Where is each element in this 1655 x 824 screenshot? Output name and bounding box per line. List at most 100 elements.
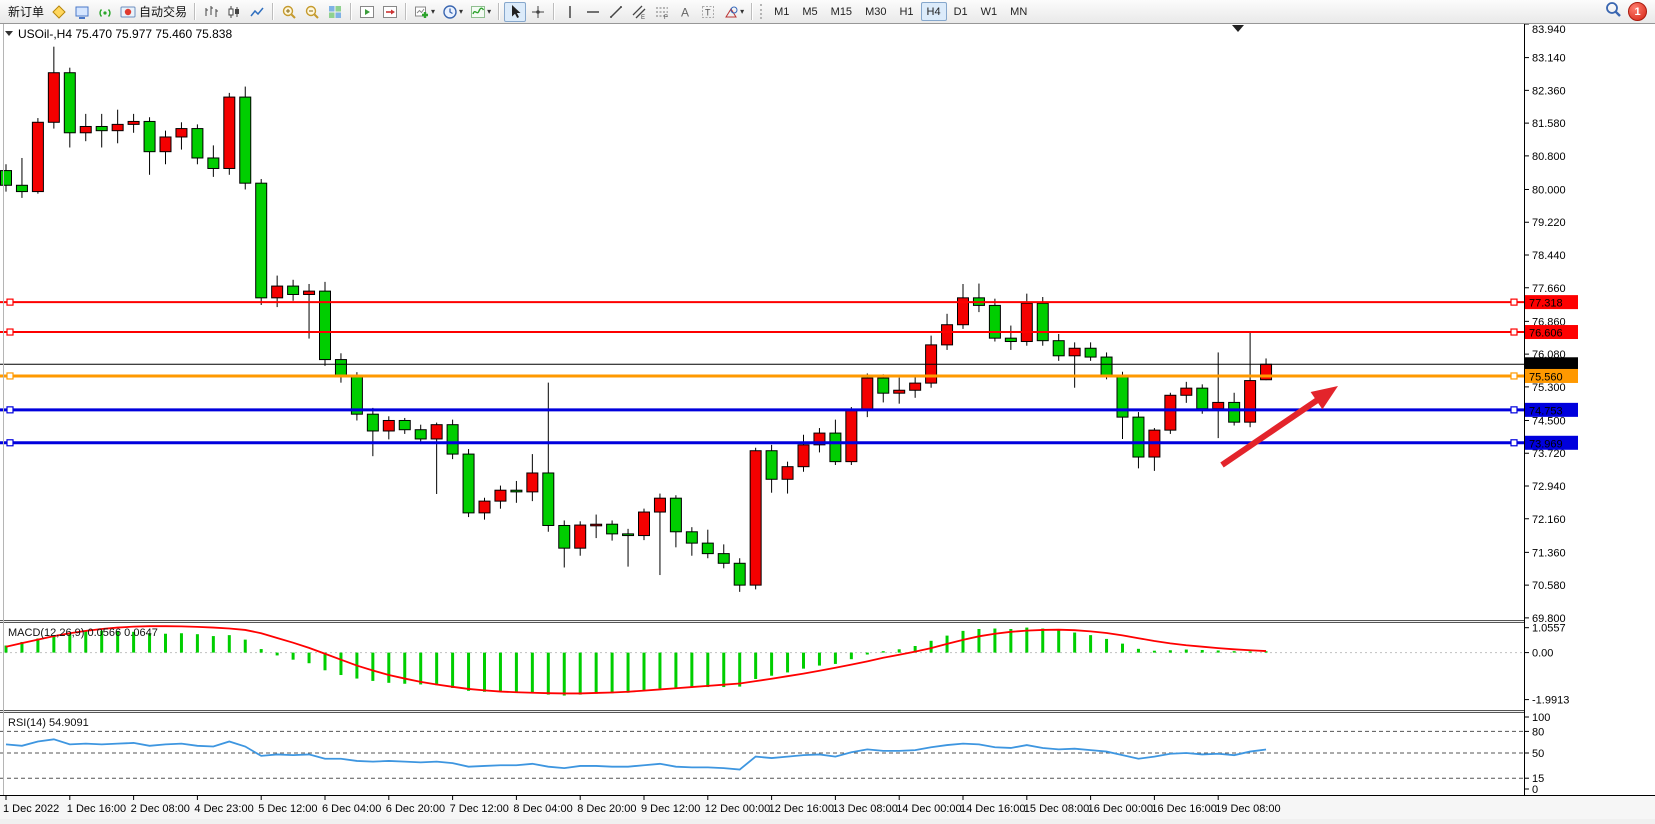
chart-canvas[interactable]: 83.940 83.140 82.360 81.580 80.800 80.000 79.2… xyxy=(0,23,1655,819)
candle-bullish xyxy=(382,419,395,432)
candle-bullish xyxy=(271,285,284,299)
candle-bearish xyxy=(1196,387,1209,410)
chart-area[interactable]: 83.940 83.140 82.360 81.580 80.800 80.000 79.2… xyxy=(0,23,1655,819)
market-watch-button[interactable] xyxy=(71,2,93,22)
svg-text:6 Dec 20:00: 6 Dec 20:00 xyxy=(386,803,445,815)
svg-text:16 Dec 00:00: 16 Dec 00:00 xyxy=(1088,803,1153,815)
line-anchor[interactable] xyxy=(1510,372,1518,380)
panel-splitter[interactable] xyxy=(0,710,1655,713)
timeframe-MN[interactable]: MN xyxy=(1004,2,1033,21)
notifications-badge[interactable]: 1 xyxy=(1628,2,1647,21)
candle-bullish xyxy=(303,290,316,295)
trend-arrow-head[interactable] xyxy=(1310,386,1338,410)
signals-button[interactable] xyxy=(94,2,116,22)
horizontal-line-button[interactable] xyxy=(582,2,604,22)
chart-collapse-icon[interactable] xyxy=(5,31,13,36)
new-chart-button[interactable]: ▾ xyxy=(411,2,438,22)
candle-bearish xyxy=(1228,401,1241,423)
indicators-button[interactable]: ▾ xyxy=(467,2,494,22)
auto-scroll-button[interactable] xyxy=(379,2,401,22)
toolbar-right-group: 1 xyxy=(1604,0,1653,23)
candle-bearish xyxy=(733,562,746,586)
line-anchor[interactable] xyxy=(6,439,14,447)
zoom-out-button[interactable] xyxy=(301,2,323,22)
timeframe-M1[interactable]: M1 xyxy=(768,2,795,21)
timeframe-M30[interactable]: M30 xyxy=(859,2,892,21)
svg-text:5 Dec 12:00: 5 Dec 12:00 xyxy=(258,803,317,815)
toolbar-separator xyxy=(194,3,197,20)
line-anchor[interactable] xyxy=(1510,406,1518,414)
line-anchor[interactable] xyxy=(1510,298,1518,306)
timeframe-W1[interactable]: W1 xyxy=(975,2,1004,21)
timeframe-D1[interactable]: D1 xyxy=(948,2,974,21)
bar-chart-icon xyxy=(205,5,219,17)
line-anchor[interactable] xyxy=(6,298,14,306)
svg-text:4 Dec 23:00: 4 Dec 23:00 xyxy=(194,803,253,815)
mql-editor-button[interactable] xyxy=(48,2,70,22)
line-chart-button[interactable] xyxy=(246,2,268,22)
price-badge-75.838 xyxy=(1525,357,1578,372)
svg-text:80.000: 80.000 xyxy=(1532,184,1566,196)
candle-bullish xyxy=(893,389,906,394)
main-toolbar: 新订单 自动交易 ▾ ▾ ▾ E F A T ▾ M1 M5 M15 M30 H1 H4 D… xyxy=(0,0,1655,24)
chart-shift-button[interactable] xyxy=(356,2,378,22)
search-icon[interactable] xyxy=(1604,0,1622,23)
period-button[interactable]: ▾ xyxy=(439,2,466,22)
horizontal-line-icon xyxy=(587,10,600,13)
new-order-button[interactable]: 新订单 xyxy=(2,2,47,22)
svg-text:1.0557: 1.0557 xyxy=(1532,623,1566,635)
vertical-line-button[interactable] xyxy=(559,2,581,22)
line-anchor[interactable] xyxy=(6,372,14,380)
line-anchor[interactable] xyxy=(1510,328,1518,336)
bar-chart-button[interactable] xyxy=(200,2,222,22)
svg-text:12 Dec 00:00: 12 Dec 00:00 xyxy=(705,803,770,815)
candle-bullish xyxy=(430,424,443,440)
auto-scroll-icon xyxy=(383,5,398,18)
candle-bullish xyxy=(909,382,922,391)
trendline-icon xyxy=(610,5,623,18)
timeframe-M5[interactable]: M5 xyxy=(796,2,823,21)
svg-text:82.360: 82.360 xyxy=(1532,85,1566,97)
candle-bearish xyxy=(1052,340,1065,357)
candlestick-chart-button[interactable] xyxy=(223,2,245,22)
candle-bearish xyxy=(1132,416,1145,458)
fibonacci-button[interactable]: F xyxy=(651,2,673,22)
rsi-line xyxy=(5,738,1267,771)
price-badge-74.753 xyxy=(1525,402,1578,417)
autotrading-button[interactable]: 自动交易 xyxy=(117,2,190,22)
line-anchor[interactable] xyxy=(6,328,14,336)
timeframe-M15[interactable]: M15 xyxy=(825,2,858,21)
panel-splitter[interactable] xyxy=(0,620,1655,623)
tile-windows-button[interactable] xyxy=(324,2,346,22)
timeframe-H1[interactable]: H1 xyxy=(893,2,919,21)
equidistant-channel-button[interactable]: E xyxy=(628,2,650,22)
trend-arrow[interactable] xyxy=(1220,394,1324,468)
svg-text:7 Dec 12:00: 7 Dec 12:00 xyxy=(450,803,509,815)
cursor-button[interactable] xyxy=(504,1,527,22)
svg-text:14 Dec 00:00: 14 Dec 00:00 xyxy=(896,803,961,815)
candle-bullish xyxy=(175,128,188,138)
toolbar-separator xyxy=(350,3,353,20)
candle-bearish xyxy=(717,553,730,564)
zoom-in-button[interactable] xyxy=(278,2,300,22)
shapes-button[interactable]: ▾ xyxy=(720,2,747,22)
svg-text:76.606: 76.606 xyxy=(1529,328,1563,340)
timeframe-H4[interactable]: H4 xyxy=(920,2,947,21)
time-axis[interactable] xyxy=(0,795,1655,819)
chart-shift-marker[interactable] xyxy=(1232,25,1244,32)
trendline-button[interactable] xyxy=(605,2,627,22)
svg-text:15 Dec 08:00: 15 Dec 08:00 xyxy=(1024,803,1089,815)
svg-text:50: 50 xyxy=(1532,748,1544,760)
svg-text:9 Dec 12:00: 9 Dec 12:00 xyxy=(641,803,700,815)
candle-bullish xyxy=(478,500,491,514)
candle-bearish xyxy=(446,424,459,455)
line-anchor[interactable] xyxy=(1510,439,1518,447)
text-label-button[interactable]: T xyxy=(697,2,719,22)
candle-bullish xyxy=(1180,387,1193,396)
toolbar-grip xyxy=(760,4,764,19)
svg-text:0: 0 xyxy=(1532,784,1538,796)
line-anchor[interactable] xyxy=(6,406,14,414)
crosshair-button[interactable] xyxy=(527,2,549,22)
text-button[interactable]: A xyxy=(674,2,696,22)
